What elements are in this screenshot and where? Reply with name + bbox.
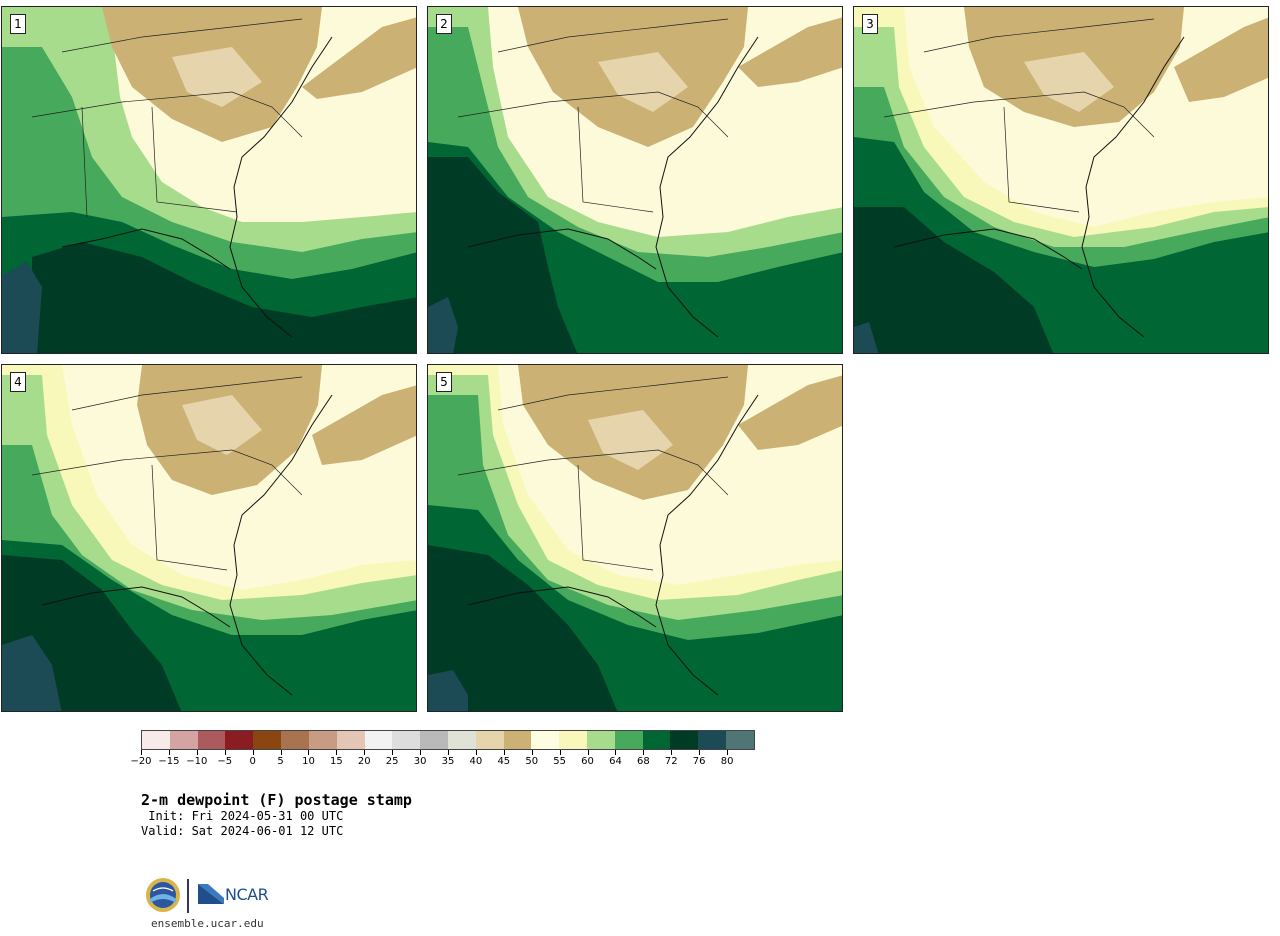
colorbar-tick-label: 64: [609, 756, 622, 767]
chart-title: 2-m dewpoint (F) postage stamp: [141, 791, 412, 809]
map-panel-2: 2: [427, 6, 843, 354]
colorbar-tick: [475, 750, 477, 755]
dewpoint-colorbar: [141, 730, 755, 750]
colorbar-swatch: [503, 731, 532, 749]
colorbar-swatch: [642, 731, 671, 749]
colorbar-tick: [196, 750, 198, 755]
colorbar-tick: [252, 750, 254, 755]
colorbar-tick-label: −10: [186, 756, 208, 767]
colorbar-swatch: [336, 731, 365, 749]
colorbar-tick-label: 20: [357, 756, 371, 767]
colorbar-swatch: [614, 731, 643, 749]
colorbar-swatch: [169, 731, 198, 749]
colorbar-tick-label: 30: [413, 756, 427, 767]
colorbar-swatch: [559, 731, 587, 749]
colorbar-tick: [503, 750, 505, 755]
panel-number: 2: [436, 14, 452, 34]
colorbar-tick-label: −15: [158, 756, 180, 767]
colorbar-tick-label: 40: [469, 756, 483, 767]
colorbar-swatch: [364, 731, 393, 749]
colorbar-swatch: [142, 731, 170, 749]
colorbar-tick: [336, 750, 338, 755]
ncar-logo-icon: [198, 884, 224, 904]
colorbar-tick-label: 80: [720, 756, 734, 767]
colorbar-tick: [559, 750, 561, 755]
colorbar-tick-label: 76: [692, 756, 706, 767]
colorbar-tick-label: 25: [385, 756, 399, 767]
colorbar-swatch: [531, 731, 560, 749]
colorbar-tick: [587, 750, 589, 755]
colorbar-swatch: [587, 731, 615, 749]
valid-time: Valid: Sat 2024-06-01 12 UTC: [141, 824, 344, 838]
ncar-logo-text: NCAR: [225, 885, 269, 904]
colorbar-tick: [364, 750, 366, 755]
colorbar-swatch: [420, 731, 448, 749]
logo-divider: [187, 879, 189, 913]
colorbar-swatch: [392, 731, 421, 749]
colorbar-swatch: [308, 731, 337, 749]
colorbar-tick: [699, 750, 701, 755]
colorbar-tick-label: −5: [217, 756, 233, 767]
colorbar-tick: [141, 750, 142, 755]
panel-number: 3: [862, 14, 878, 34]
map-panel-3: 3: [853, 6, 1269, 354]
colorbar-tick-label: −20: [130, 756, 152, 767]
colorbar-tick: [392, 750, 394, 755]
dewpoint-map-3: [854, 7, 1268, 353]
colorbar-tick: [727, 750, 729, 755]
dewpoint-map-5: [428, 365, 842, 711]
colorbar-swatch: [670, 731, 699, 749]
colorbar-tick-label: 72: [664, 756, 678, 767]
colorbar-swatch: [447, 731, 476, 749]
dewpoint-map-4: [2, 365, 416, 711]
colorbar-tick: [531, 750, 533, 755]
colorbar-tick-label: 10: [302, 756, 315, 767]
colorbar-tick-label: 35: [441, 756, 455, 767]
colorbar-tick: [671, 750, 673, 755]
map-panel-4: 4: [1, 364, 417, 712]
panel-number: 1: [10, 14, 26, 34]
colorbar-tick: [448, 750, 449, 755]
panel-number: 5: [436, 372, 452, 392]
site-url: ensemble.ucar.edu: [151, 917, 264, 930]
colorbar-swatch: [253, 731, 282, 749]
sponsor-logos: NCAR: [145, 877, 275, 915]
colorbar-tick: [168, 750, 170, 755]
colorbar-swatch: [225, 731, 254, 749]
init-time: Init: Fri 2024-05-31 00 UTC: [141, 809, 344, 823]
colorbar-tick: [308, 750, 310, 755]
colorbar-tick: [280, 750, 282, 755]
colorbar-swatch: [698, 731, 727, 749]
colorbar-tick-label: 15: [329, 756, 343, 767]
colorbar-tick-label: 45: [497, 756, 511, 767]
colorbar-swatch: [281, 731, 309, 749]
colorbar-tick-label: 68: [636, 756, 650, 767]
colorbar-tick: [643, 750, 645, 755]
colorbar-tick-label: 50: [525, 756, 539, 767]
colorbar-swatch: [475, 731, 504, 749]
colorbar-swatch: [726, 731, 754, 749]
colorbar-tick-label: 5: [277, 756, 284, 767]
panel-number: 4: [10, 372, 26, 392]
colorbar-tick: [615, 750, 617, 755]
map-panel-5: 5: [427, 364, 843, 712]
map-panel-1: 1: [1, 6, 417, 354]
dewpoint-map-1: [2, 7, 416, 353]
colorbar-tick-label: 55: [553, 756, 566, 767]
colorbar-tick-label: 0: [249, 756, 256, 767]
colorbar-tick-label: 60: [581, 756, 594, 767]
colorbar-tick: [224, 750, 226, 755]
colorbar-swatch: [197, 731, 226, 749]
colorbar-tick: [420, 750, 422, 755]
nsf-logo-icon: [146, 878, 180, 912]
dewpoint-map-2: [428, 7, 842, 353]
